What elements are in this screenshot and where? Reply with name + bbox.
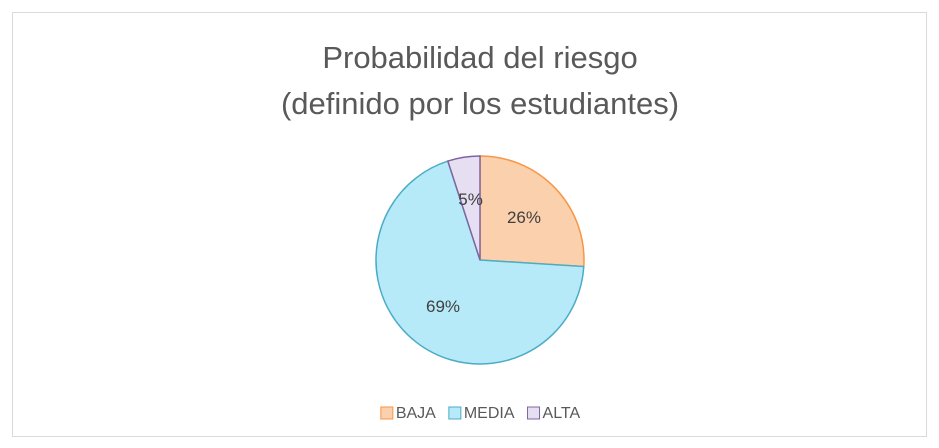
pie-slice	[375, 160, 585, 365]
legend-label: BAJA	[396, 405, 436, 422]
legend-swatch	[448, 406, 462, 420]
legend-label: MEDIA	[464, 405, 515, 422]
data-label: 5%	[458, 190, 483, 209]
chart-title: Probabilidad del riesgo	[322, 40, 637, 75]
legend-swatch	[527, 406, 541, 420]
legend-swatch	[380, 406, 394, 420]
legend-label: ALTA	[543, 405, 581, 422]
data-label: 26%	[507, 208, 541, 227]
data-label: 69%	[426, 297, 460, 316]
chart-title: (definido por los estudiantes)	[281, 86, 679, 121]
pie-slice	[446, 155, 481, 261]
pie-slice	[479, 155, 585, 268]
